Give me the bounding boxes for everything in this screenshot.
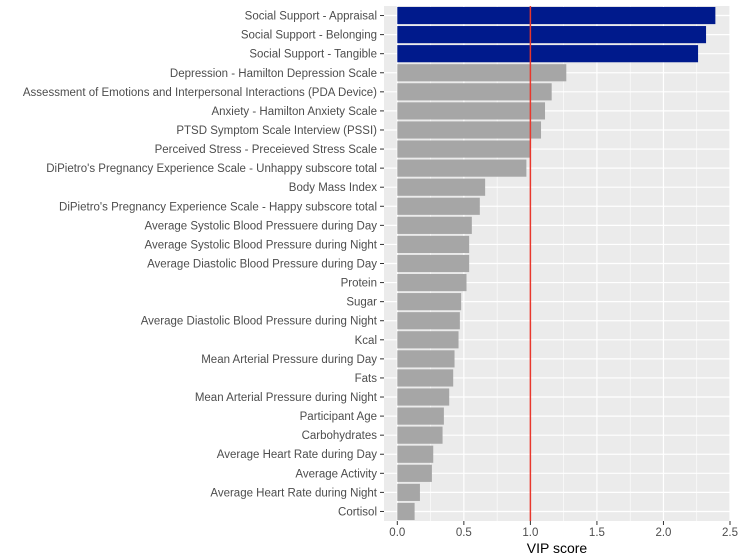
bar [397,312,460,330]
category-label: Mean Arterial Pressure during Night [195,392,378,404]
bar [397,159,527,177]
bar [397,140,531,158]
bar [397,293,462,311]
category-label: Social Support - Tangible [249,49,377,61]
bar [397,369,454,387]
category-label: Average Diastolic Blood Pressure during … [141,316,378,328]
bar [397,331,459,349]
x-tick-label: 0.5 [456,527,472,539]
x-tick-label: 2.5 [722,527,738,539]
bar [397,502,415,521]
grid-layer [384,6,731,521]
x-tick-labels: 0.0 0.5 1.0 1.5 2.0 2.5 [389,521,738,539]
category-labels: Social Support - Appraisal Social Support… [23,11,384,518]
bar [397,178,486,196]
bar [397,102,546,120]
bar [397,235,470,254]
category-label: DiPietro's Pregnancy Experience Scale - … [59,201,377,213]
category-label: Kcal [355,335,377,347]
category-label: Average Heart Rate during Night [210,487,377,499]
bar [397,254,470,273]
bar [397,426,443,444]
bar [397,407,444,425]
category-label: Fats [355,373,378,385]
category-label: Average Diastolic Blood Pressure during … [147,259,377,271]
bar [397,445,434,463]
bar [397,388,450,406]
category-label: Cortisol [338,506,377,518]
category-label: Average Systolic Blood Pressure during N… [145,239,378,251]
x-tick-label: 1.5 [589,527,605,539]
category-label: Mean Arterial Pressure during Day [201,354,377,366]
x-tick-label: 1.0 [522,527,538,539]
category-label: Body Mass Index [289,182,377,194]
x-tick-label: 0.0 [389,527,405,539]
x-axis-title: VIP score [527,540,588,556]
category-label: Carbohydrates [302,430,378,442]
category-label: Social Support - Belonging [241,30,377,42]
category-label: Assessment of Emotions and Interpersonal… [23,87,377,99]
category-label: PTSD Symptom Scale Interview (PSSI) [176,125,377,137]
bar [397,64,567,82]
bar [397,483,420,501]
category-label: DiPietro's Pregnancy Experience Scale - … [46,163,377,175]
bar [397,121,542,139]
category-label: Depression - Hamilton Depression Scale [170,68,377,80]
category-label: Sugar [346,297,377,309]
category-label: Average Heart Rate during Day [217,449,377,461]
x-tick-label: 2.0 [655,527,671,539]
bar [397,26,707,44]
category-label: Protein [341,278,377,290]
bar [397,350,455,368]
bar [397,273,467,292]
category-label: Social Support - Appraisal [245,11,377,23]
bar [397,197,480,215]
category-label: Participant Age [300,411,377,423]
category-label: Anxiety - Hamilton Anxiety Scale [211,106,377,118]
category-label: Average Systolic Blood Pressuere during … [145,220,378,232]
category-label: Average Activity [295,468,377,480]
bar [397,464,432,482]
bar [397,216,472,234]
bar [397,45,699,63]
bar-layer [397,6,716,521]
bar [397,6,716,25]
bar [397,83,552,101]
category-label: Perceived Stress - Preceieved Stress Sca… [155,144,377,156]
